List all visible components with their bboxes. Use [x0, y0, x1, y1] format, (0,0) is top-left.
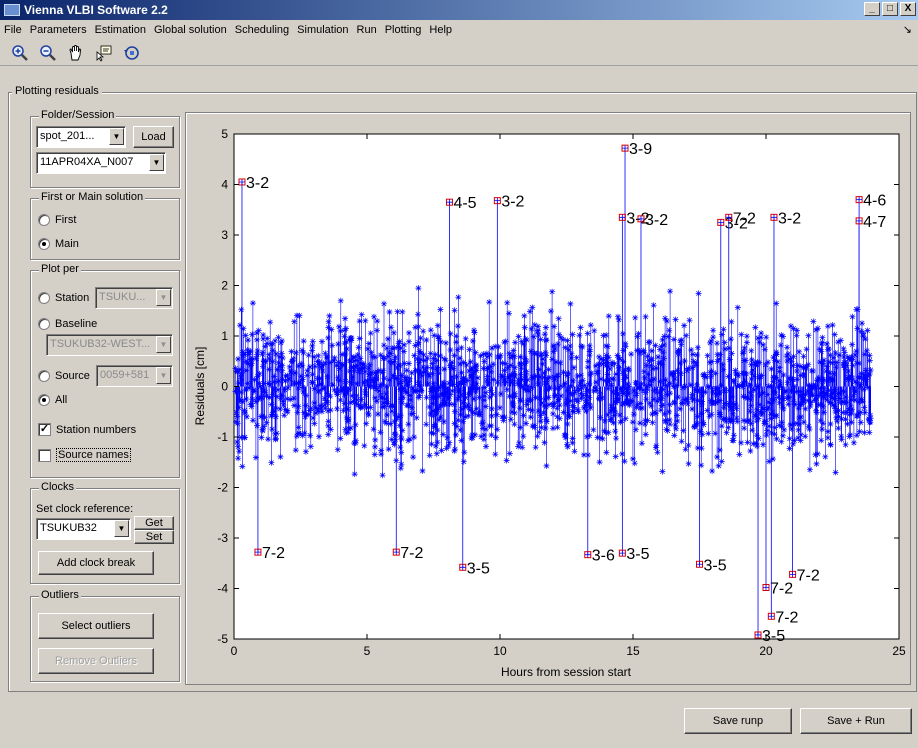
menu-plotting[interactable]: Plotting: [384, 24, 422, 36]
radio-first[interactable]: First: [38, 214, 76, 226]
menu-file[interactable]: File: [4, 24, 22, 36]
plot-frame: [185, 112, 911, 685]
menu-estimation[interactable]: Estimation: [94, 24, 146, 36]
source-names-label: Source names: [56, 448, 131, 462]
radio-source-label: Source: [55, 370, 90, 382]
clock-reference-value: TSUKUB32: [40, 522, 97, 534]
window-title: Vienna VLBI Software 2.2: [24, 3, 168, 17]
menu-parameters[interactable]: Parameters: [29, 24, 87, 36]
menu-bar: File Parameters Estimation Global soluti…: [0, 20, 918, 40]
app-icon: [4, 4, 20, 16]
load-button[interactable]: Load: [133, 126, 174, 148]
session-value: 11APR04XA_N007: [40, 156, 134, 168]
radio-source[interactable]: Source: [38, 370, 90, 382]
radio-main-label: Main: [55, 238, 79, 250]
radio-baseline-indicator[interactable]: [38, 318, 50, 330]
radio-baseline[interactable]: Baseline: [38, 318, 97, 330]
radio-all-indicator[interactable]: [38, 394, 50, 406]
data-cursor-icon[interactable]: [94, 43, 114, 63]
window-titlebar: Vienna VLBI Software 2.2 _ □ X: [0, 0, 918, 20]
get-button[interactable]: Get: [134, 516, 174, 530]
radio-all[interactable]: All: [38, 394, 67, 406]
session-select[interactable]: 11APR04XA_N007 ▼: [36, 152, 166, 174]
plot-per-title: Plot per: [39, 263, 81, 275]
chevron-down-icon[interactable]: ▼: [149, 154, 164, 171]
save-run-button[interactable]: Save + Run: [800, 708, 912, 734]
minimize-button[interactable]: _: [864, 2, 880, 16]
station-numbers-label: Station numbers: [56, 423, 137, 436]
set-button[interactable]: Set: [134, 530, 174, 544]
solution-title: First or Main solution: [39, 191, 146, 203]
station-numbers-checkbox[interactable]: ✓ Station numbers: [38, 423, 136, 436]
radio-all-label: All: [55, 394, 68, 406]
folder-session-group: Folder/Session: [30, 109, 180, 188]
chevron-down-icon[interactable]: ▼: [114, 520, 129, 537]
save-runp-button[interactable]: Save runp: [684, 708, 792, 734]
zoom-out-icon[interactable]: [38, 43, 58, 63]
radio-source-indicator[interactable]: [38, 370, 50, 382]
rotate-3d-icon[interactable]: [122, 43, 142, 63]
panel-title: Plotting residuals: [12, 85, 102, 97]
plot-per-group: Plot per: [30, 263, 180, 478]
pan-hand-icon[interactable]: [66, 43, 86, 63]
source-names-checkbox[interactable]: Source names: [38, 448, 131, 462]
maximize-button[interactable]: □: [882, 2, 898, 16]
source-value: 0059+581: [100, 369, 150, 381]
clocks-title: Clocks: [39, 481, 77, 493]
station-numbers-check-indicator[interactable]: ✓: [38, 423, 51, 436]
outliers-title: Outliers: [39, 589, 81, 601]
radio-main[interactable]: Main: [38, 238, 79, 250]
select-outliers-button[interactable]: Select outliers: [38, 613, 154, 639]
radio-main-indicator[interactable]: [38, 238, 50, 250]
toolbar: [0, 40, 918, 66]
baseline-value: TSUKUB32-WEST...: [50, 338, 151, 350]
dock-arrow-icon[interactable]: ↘: [902, 24, 912, 36]
radio-first-indicator[interactable]: [38, 214, 50, 226]
menu-run[interactable]: Run: [356, 24, 377, 36]
source-select[interactable]: 0059+581 ▼: [96, 365, 173, 387]
add-clock-break-button[interactable]: Add clock break: [38, 551, 154, 575]
menu-global-solution[interactable]: Global solution: [153, 24, 227, 36]
radio-baseline-label: Baseline: [55, 318, 98, 330]
close-button[interactable]: X: [900, 2, 916, 16]
zoom-in-icon[interactable]: [10, 43, 30, 63]
clock-reference-label: Set clock reference:: [36, 503, 134, 515]
baseline-select[interactable]: TSUKUB32-WEST... ▼: [46, 334, 173, 356]
source-names-check-indicator[interactable]: [38, 448, 51, 462]
radio-station-label: Station: [55, 292, 90, 304]
radio-station[interactable]: Station: [38, 292, 89, 304]
chevron-down-icon[interactable]: ▼: [156, 289, 171, 306]
menu-simulation[interactable]: Simulation: [297, 24, 349, 36]
chevron-down-icon[interactable]: ▼: [109, 128, 124, 145]
clocks-group: Clocks: [30, 481, 180, 584]
outliers-group: Outliers: [30, 589, 180, 682]
menu-scheduling[interactable]: Scheduling: [234, 24, 290, 36]
radio-first-label: First: [55, 214, 77, 226]
plotting-residuals-panel: [8, 92, 917, 692]
solution-group: First or Main solution: [30, 191, 180, 260]
menu-help[interactable]: Help: [429, 24, 453, 36]
station-value: TSUKU...: [99, 291, 146, 303]
folder-select[interactable]: spot_201... ▼: [36, 126, 126, 148]
remove-outliers-button: Remove Outliers: [38, 648, 154, 674]
chevron-down-icon[interactable]: ▼: [156, 336, 171, 353]
chevron-down-icon[interactable]: ▼: [156, 367, 171, 384]
clock-reference-select[interactable]: TSUKUB32 ▼: [36, 518, 131, 540]
radio-station-indicator[interactable]: [38, 292, 50, 304]
folder-value: spot_201...: [40, 130, 95, 142]
folder-session-title: Folder/Session: [39, 109, 117, 121]
station-select[interactable]: TSUKU... ▼: [95, 287, 173, 309]
